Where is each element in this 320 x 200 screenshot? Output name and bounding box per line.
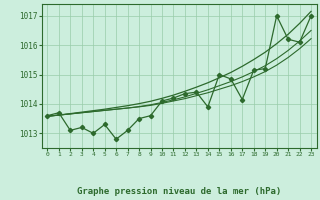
Text: Graphe pression niveau de la mer (hPa): Graphe pression niveau de la mer (hPa) <box>77 187 281 196</box>
